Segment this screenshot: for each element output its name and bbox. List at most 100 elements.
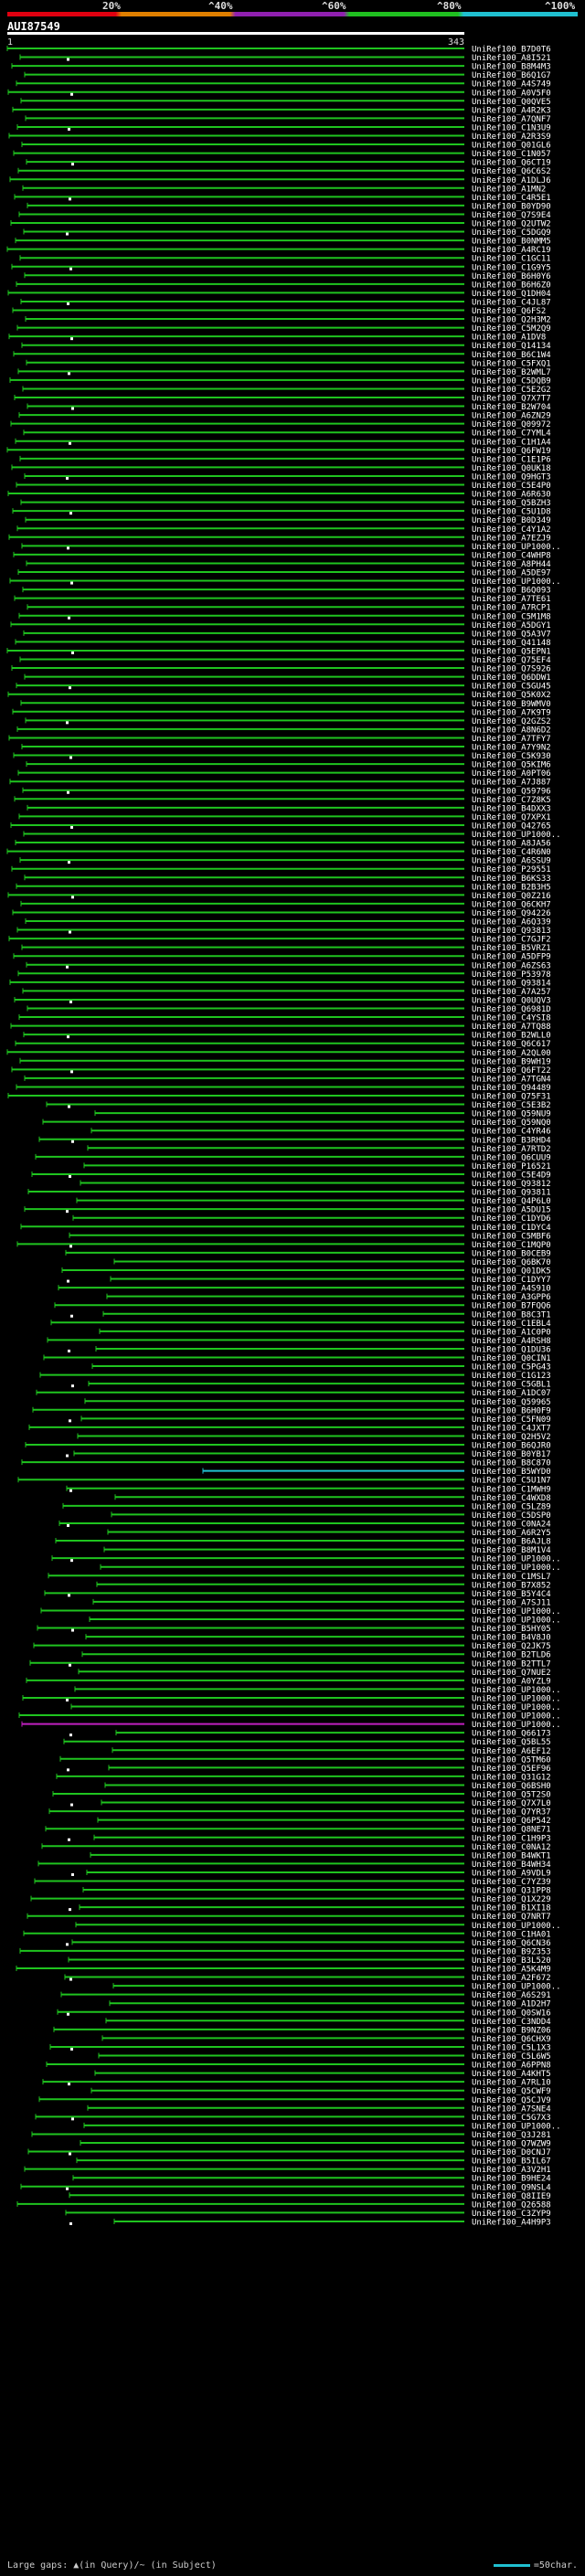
hit-label[interactable]: UniRef100_Q59965 bbox=[472, 1398, 551, 1407]
hit-label[interactable]: UniRef100_UP1000.. bbox=[472, 1983, 561, 1992]
hit-label[interactable]: UniRef100_Q7X7L0 bbox=[472, 1799, 551, 1808]
hit-label[interactable]: UniRef100_Q59NU9 bbox=[472, 1110, 551, 1119]
hit-label[interactable]: UniRef100_C5U1D8 bbox=[472, 508, 551, 517]
hit-label[interactable]: UniRef100_Q66173 bbox=[472, 1730, 551, 1739]
hit-label[interactable]: UniRef100_C4Y1A2 bbox=[472, 525, 551, 535]
hit-label[interactable]: UniRef100_B4WH34 bbox=[472, 1860, 551, 1870]
hit-label[interactable]: UniRef100_B6Q093 bbox=[472, 587, 551, 596]
hit-label[interactable]: UniRef100_P53978 bbox=[472, 970, 551, 980]
hit-label[interactable]: UniRef100_UP1000.. bbox=[472, 543, 561, 552]
hit-label[interactable]: UniRef100_A6ZN29 bbox=[472, 412, 551, 421]
hit-label[interactable]: UniRef100_C5E3B2 bbox=[472, 1101, 551, 1110]
hit-label[interactable]: UniRef100_Q6C617 bbox=[472, 1040, 551, 1049]
hit-label[interactable]: UniRef100_A7TQ88 bbox=[472, 1023, 551, 1032]
hit-label[interactable]: UniRef100_B7D0T6 bbox=[472, 46, 551, 55]
hit-label[interactable]: UniRef100_B9WMV0 bbox=[472, 700, 551, 709]
hit-label[interactable]: UniRef100_A9VDL9 bbox=[472, 1869, 551, 1878]
hit-label[interactable]: UniRef100_C1EBL4 bbox=[472, 1320, 551, 1329]
hit-label[interactable]: UniRef100_UP1000.. bbox=[472, 1721, 561, 1730]
hit-label[interactable]: UniRef100_Q5BZH3 bbox=[472, 499, 551, 508]
hit-label[interactable]: UniRef100_C1N3U9 bbox=[472, 123, 551, 133]
hit-label[interactable]: UniRef100_B3L520 bbox=[472, 1956, 551, 1966]
hit-label[interactable]: UniRef100_Q0CIN1 bbox=[472, 1354, 551, 1363]
hit-label[interactable]: UniRef100_C0NA12 bbox=[472, 1843, 551, 1852]
hit-label[interactable]: UniRef100_A1D2H7 bbox=[472, 2000, 551, 2009]
hit-label[interactable]: UniRef100_C5GU45 bbox=[472, 683, 551, 692]
hit-label[interactable]: UniRef100_B9WH19 bbox=[472, 1057, 551, 1066]
hit-label[interactable]: UniRef100_A1MN2 bbox=[472, 185, 546, 194]
hit-label[interactable]: UniRef100_B8M4M3 bbox=[472, 63, 551, 72]
hit-label[interactable]: UniRef100_C4YSI8 bbox=[472, 1014, 551, 1023]
hit-label[interactable]: UniRef100_Q75EF4 bbox=[472, 656, 551, 665]
hit-label[interactable]: UniRef100_A4S910 bbox=[472, 1285, 551, 1294]
hit-label[interactable]: UniRef100_Q93812 bbox=[472, 1180, 551, 1189]
hit-label[interactable]: UniRef100_B8M1V4 bbox=[472, 1546, 551, 1555]
hit-label[interactable]: UniRef100_Q1DH04 bbox=[472, 290, 551, 299]
hit-label[interactable]: UniRef100_A0V5F0 bbox=[472, 89, 551, 98]
hit-label[interactable]: UniRef100_Q75F31 bbox=[472, 1093, 551, 1102]
hit-label[interactable]: UniRef100_UP1000.. bbox=[472, 1555, 561, 1564]
hit-label[interactable]: UniRef100_Q2H5V2 bbox=[472, 1433, 551, 1442]
hit-label[interactable]: UniRef100_Q09972 bbox=[472, 420, 551, 429]
hit-label[interactable]: UniRef100_C5LZ89 bbox=[472, 1502, 551, 1511]
hit-label[interactable]: UniRef100_B9NZ06 bbox=[472, 2026, 551, 2035]
hit-label[interactable]: UniRef100_P16521 bbox=[472, 1162, 551, 1171]
hit-label[interactable]: UniRef100_C5E4P0 bbox=[472, 482, 551, 491]
hit-label[interactable]: UniRef100_C1MWH9 bbox=[472, 1485, 551, 1494]
hit-label[interactable]: UniRef100_A7A257 bbox=[472, 988, 551, 997]
hit-label[interactable]: UniRef100_C5DSP0 bbox=[472, 1511, 551, 1521]
hit-label[interactable]: UniRef100_Q8NE71 bbox=[472, 1826, 551, 1835]
hit-label[interactable]: UniRef100_C7YZ39 bbox=[472, 1878, 551, 1887]
hit-label[interactable]: UniRef100_A4S749 bbox=[472, 80, 551, 90]
hit-label[interactable]: UniRef100_B6H0F9 bbox=[472, 1406, 551, 1415]
hit-label[interactable]: UniRef100_B6AJL8 bbox=[472, 1538, 551, 1547]
hit-label[interactable]: UniRef100_B5VRZ1 bbox=[472, 944, 551, 953]
hit-label[interactable]: UniRef100_C5FXQ1 bbox=[472, 359, 551, 368]
hit-label[interactable]: UniRef100_C4YR46 bbox=[472, 1128, 551, 1137]
hit-label[interactable]: UniRef100_C5FN09 bbox=[472, 1415, 551, 1425]
hit-label[interactable]: UniRef100_Q31G12 bbox=[472, 1773, 551, 1782]
hit-label[interactable]: UniRef100_A7TGN4 bbox=[472, 1075, 551, 1084]
hit-label[interactable]: UniRef100_A4R2K3 bbox=[472, 106, 551, 115]
hit-label[interactable]: UniRef100_B0YD90 bbox=[472, 202, 551, 211]
hit-label[interactable]: UniRef100_A6S291 bbox=[472, 1991, 551, 2000]
hit-label[interactable]: UniRef100_Q2H3M2 bbox=[472, 316, 551, 325]
hit-label[interactable]: UniRef100_B3RHD4 bbox=[472, 1136, 551, 1145]
hit-label[interactable]: UniRef100_Q93814 bbox=[472, 979, 551, 988]
hit-label[interactable]: UniRef100_A4RC19 bbox=[472, 246, 551, 255]
hit-label[interactable]: UniRef100_Q5A3V7 bbox=[472, 630, 551, 639]
hit-label[interactable]: UniRef100_B9Z353 bbox=[472, 1947, 551, 1956]
hit-label[interactable]: UniRef100_C4JL87 bbox=[472, 298, 551, 307]
hit-label[interactable]: UniRef100_Q01DK5 bbox=[472, 1267, 551, 1277]
hit-label[interactable]: UniRef100_C1DYY7 bbox=[472, 1276, 551, 1285]
hit-label[interactable]: UniRef100_Q6FS2 bbox=[472, 307, 546, 316]
hit-label[interactable]: UniRef100_B7X852 bbox=[472, 1581, 551, 1590]
hit-label[interactable]: UniRef100_A7RCP1 bbox=[472, 604, 551, 613]
hit-label[interactable]: UniRef100_A6PPN8 bbox=[472, 2062, 551, 2071]
hit-label[interactable]: UniRef100_Q93811 bbox=[472, 1189, 551, 1198]
hit-label[interactable]: UniRef100_Q01GL6 bbox=[472, 142, 551, 151]
hit-label[interactable]: UniRef100_C5E2G2 bbox=[472, 386, 551, 395]
hit-label[interactable]: UniRef100_C1MQP0 bbox=[472, 1241, 551, 1250]
hit-label[interactable]: UniRef100_Q5CWF9 bbox=[472, 2087, 551, 2096]
hit-label[interactable]: UniRef100_A6R2Y5 bbox=[472, 1529, 551, 1538]
hit-label[interactable]: UniRef100_B6Q1G7 bbox=[472, 71, 551, 80]
hit-label[interactable]: UniRef100_A7TFY7 bbox=[472, 735, 551, 744]
hit-label[interactable]: UniRef100_Q6FT22 bbox=[472, 1066, 551, 1076]
hit-label[interactable]: UniRef100_A1DV8 bbox=[472, 334, 546, 343]
hit-label[interactable]: UniRef100_C5MBF6 bbox=[472, 1232, 551, 1241]
hit-label[interactable]: UniRef100_Q2GZS2 bbox=[472, 717, 551, 726]
hit-label[interactable]: UniRef100_UP1000.. bbox=[472, 1617, 561, 1626]
hit-label[interactable]: UniRef100_Q5K0X2 bbox=[472, 691, 551, 700]
hit-label[interactable]: UniRef100_UP1000.. bbox=[472, 1564, 561, 1573]
hit-label[interactable]: UniRef100_UP1000.. bbox=[472, 1703, 561, 1712]
hit-label[interactable]: UniRef100_B8C870 bbox=[472, 1459, 551, 1468]
hit-label[interactable]: UniRef100_Q5T2S0 bbox=[472, 1791, 551, 1800]
hit-label[interactable]: UniRef100_C1H9P3 bbox=[472, 1834, 551, 1843]
hit-label[interactable]: UniRef100_C5M1M8 bbox=[472, 612, 551, 621]
hit-label[interactable]: UniRef100_B0CEB9 bbox=[472, 1249, 551, 1258]
hit-label[interactable]: UniRef100_A7RL10 bbox=[472, 2079, 551, 2088]
hit-label[interactable]: UniRef100_B4DXX3 bbox=[472, 804, 551, 813]
hit-label[interactable]: UniRef100_A7SNE4 bbox=[472, 2104, 551, 2114]
hit-label[interactable]: UniRef100_Q5EF96 bbox=[472, 1765, 551, 1774]
